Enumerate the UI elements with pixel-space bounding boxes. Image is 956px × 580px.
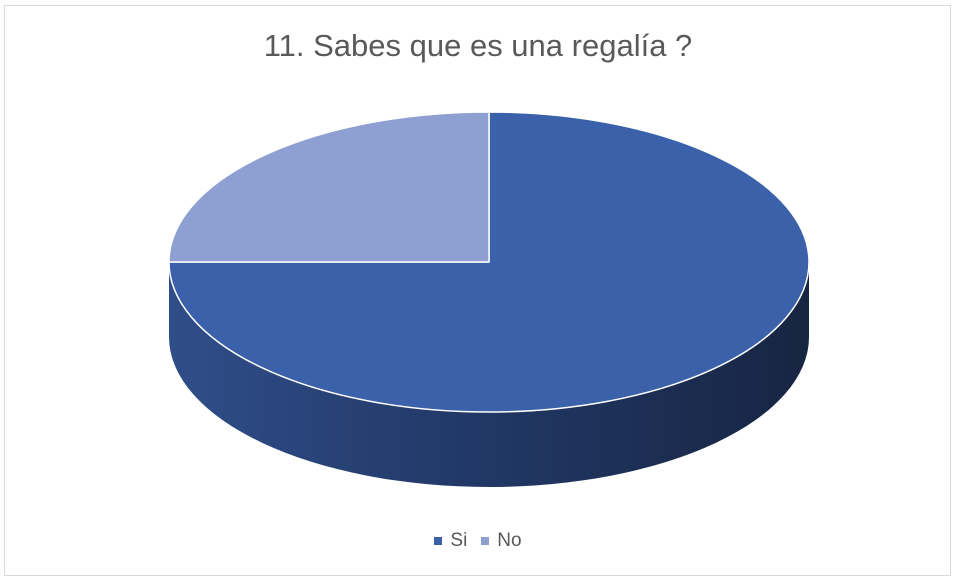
legend-swatch-no	[481, 537, 490, 545]
chart-title: 11. Sabes que es una regalía ?	[263, 28, 693, 63]
legend-swatch-si	[434, 537, 443, 545]
legend-label-si: Si	[450, 530, 468, 551]
pie-side-wall	[169, 262, 809, 487]
legend-item-si: Si	[434, 530, 467, 552]
chart-legend: Si No	[0, 530, 956, 552]
pie-slice-no	[168, 111, 490, 263]
legend-item-no: No	[481, 530, 522, 552]
legend-label-no: No	[497, 530, 522, 551]
